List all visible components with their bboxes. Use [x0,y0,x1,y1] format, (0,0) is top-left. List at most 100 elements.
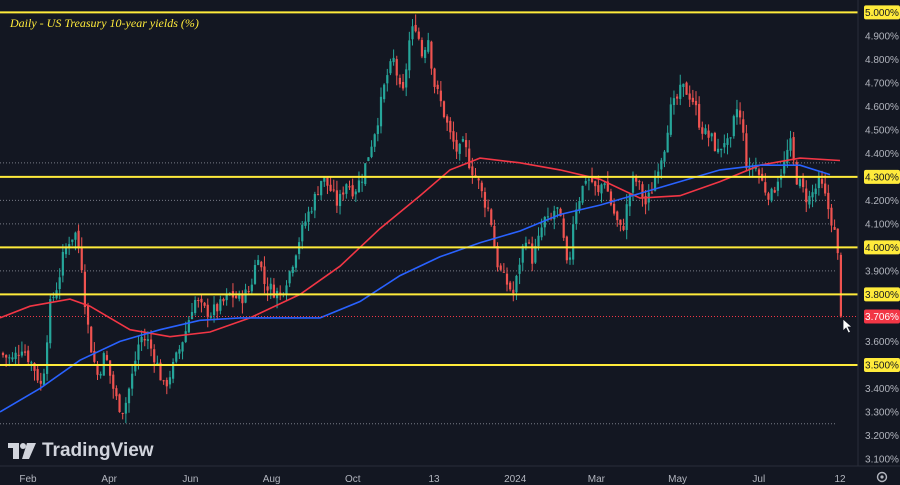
candle-body [20,351,23,356]
candle-body [776,181,779,191]
candle-body [490,209,493,225]
candle-body [64,246,68,255]
candle-body [373,134,376,147]
y-tick-label: 4.500% [865,125,899,136]
candle-body [181,342,184,352]
candle-body [345,184,348,194]
candle-body [795,162,798,185]
candle-body [93,350,96,362]
y-tick-label: 4.600% [865,102,899,113]
candle-body [354,191,357,195]
x-tick-label: Apr [101,474,117,485]
candle-body [625,204,628,230]
cursor-arrow-icon [842,318,854,334]
x-tick-label: Jun [182,474,198,485]
candle-body [578,200,581,211]
candle-body [389,61,392,74]
candle-body [745,133,748,169]
candle-body [288,271,291,284]
candle-body [713,132,716,151]
candle-body [206,304,209,318]
candle-body [540,227,543,238]
candle-body [587,179,590,181]
candle-body [348,186,351,188]
candle-body [137,344,140,360]
candle-body [342,192,345,195]
candle-body [773,190,776,193]
candle-body [131,373,134,389]
candle-body [253,265,257,284]
candle-body [146,339,149,341]
candle-body [140,337,143,343]
candle-body [115,388,118,397]
candle-body [401,81,405,89]
candle-body [304,221,307,226]
candle-body [452,131,455,142]
candle-body [263,266,266,285]
candle-body [86,305,90,325]
candle-body [370,146,373,157]
candle-body [74,232,77,240]
candle-body [657,171,660,177]
candle-body [556,207,559,209]
candle-body [669,104,672,135]
candle-body [726,138,729,145]
horizontal-levels [0,11,858,366]
candle-body [502,271,505,273]
candle-body [153,349,156,363]
level-label-bg [864,240,900,255]
candle-body [716,148,720,153]
candle-body [688,93,691,100]
candle-body [493,225,496,249]
candle-body [836,228,839,254]
candle-body [597,185,600,193]
candle-body [537,235,540,247]
tradingview-watermark[interactable]: TradingView [8,440,154,462]
level-label-bg [864,169,900,184]
candle-body [757,169,761,175]
candle-body [663,151,666,162]
y-tick-label: 3.600% [865,337,899,348]
candle-body [379,96,383,127]
candle-body [134,360,137,372]
level-label: 4.300% [865,172,899,183]
level-label-bg [864,357,900,372]
candle-body [168,377,172,385]
candle-body [600,184,603,194]
candle-body [279,292,282,294]
candle-body [568,257,572,260]
candle-body [477,178,480,181]
candle-body [616,211,619,221]
candle-body [839,254,842,317]
candle-body [61,251,64,276]
candle-body [5,355,8,358]
y-tick-label: 4.900% [865,31,899,42]
candle-body [294,255,298,268]
candle-body [172,361,175,379]
candle-body [244,289,247,303]
candle-body [613,203,616,214]
x-tick-label: Oct [345,474,361,485]
y-tick-label: 3.200% [865,431,899,442]
candle-body [260,261,263,268]
level-label: 3.800% [865,290,899,301]
settings-gear-icon[interactable] [876,471,888,483]
candle-body [701,127,704,134]
candle-body [42,373,46,386]
candle-body [676,96,679,99]
candle-body [90,326,93,353]
candle-body [203,302,206,306]
candle-body [622,226,625,230]
candle-body [361,181,364,183]
candle-body [143,339,146,341]
candle-body [175,352,178,362]
candle-body [439,90,442,102]
candle-body [638,181,641,183]
time-axis[interactable]: Feb Apr Jun Aug Oct 13 2024 Mar May Jul 12 [19,474,846,485]
candle-body [8,357,11,359]
candle-body [247,291,250,293]
candle-body [17,354,20,356]
candle-body [178,349,181,354]
candle-body [446,116,449,123]
